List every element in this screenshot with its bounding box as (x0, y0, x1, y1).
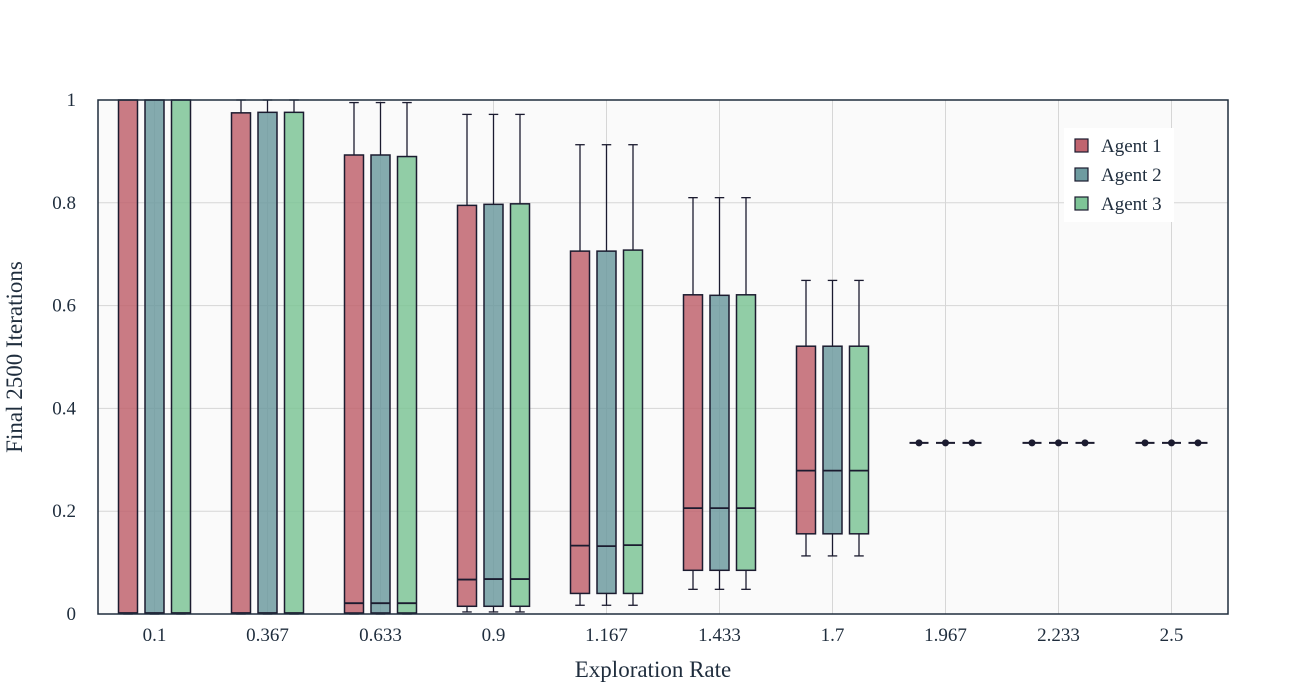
y-tick-label: 0.8 (52, 193, 76, 214)
box-agent-3 (283, 99, 305, 615)
box-agent-3 (396, 101, 418, 615)
box-agent-1 (569, 144, 591, 606)
box-agent-2 (596, 144, 617, 606)
box-agent-2 (1049, 439, 1068, 447)
box-body (257, 111, 278, 615)
box-body (848, 345, 870, 535)
box-agent-3 (1075, 439, 1095, 447)
box-agent-1 (117, 99, 139, 615)
box-agent-2 (709, 197, 730, 590)
x-tick-label: 0.1 (143, 625, 167, 646)
box-agent-1 (909, 439, 929, 447)
box-agent-1 (343, 101, 365, 615)
x-tick-label: 2.233 (1037, 625, 1080, 646)
box-body (456, 204, 478, 608)
x-tick-label: 1.433 (698, 625, 741, 646)
box-agent-2 (483, 113, 504, 613)
box-agent-3 (848, 279, 870, 557)
x-tick-label: 2.5 (1160, 625, 1184, 646)
box-body (117, 99, 139, 615)
box-agent-2 (936, 439, 955, 447)
box-agent-2 (822, 279, 843, 557)
box-body (569, 250, 591, 595)
legend-swatch (1074, 138, 1089, 153)
box-agent-2 (370, 101, 391, 615)
legend-label: Agent 2 (1101, 165, 1162, 186)
box-body (596, 250, 617, 595)
legend-label: Agent 3 (1101, 194, 1162, 215)
box-agent-1 (682, 197, 704, 590)
y-tick-label: 0.2 (52, 501, 76, 522)
x-tick-label: 0.9 (482, 625, 506, 646)
box-point (1194, 439, 1202, 447)
box-series (117, 99, 1208, 615)
box-point (1028, 439, 1036, 447)
box-agent-3 (962, 439, 982, 447)
x-axis-title: Exploration Rate (575, 657, 732, 682)
box-point (942, 439, 949, 447)
box-body (144, 99, 165, 615)
x-tick-label: 0.367 (246, 625, 289, 646)
box-body (822, 345, 843, 535)
box-agent-2 (1162, 439, 1181, 447)
y-tick-label: 1 (67, 90, 77, 111)
box-body (622, 249, 644, 595)
box-point (1055, 439, 1062, 447)
x-axis-ticks: 0.1 0.367 0.633 0.9 1.167 1.433 1.7 1.967 2.233 2… (143, 625, 1184, 646)
legend: Agent 1 Agent 2 Agent 3 (1064, 128, 1174, 222)
box-body (709, 294, 730, 572)
y-tick-label: 0 (67, 604, 77, 625)
legend-swatch (1074, 167, 1089, 182)
box-body (343, 154, 365, 614)
box-agent-3 (622, 144, 644, 606)
box-agent-1 (795, 279, 817, 557)
box-body (370, 154, 391, 614)
box-point (1141, 439, 1149, 447)
x-tick-label: 1.167 (585, 625, 628, 646)
y-tick-label: 0.6 (52, 296, 76, 317)
legend-swatch (1074, 196, 1089, 211)
box-agent-3 (509, 113, 531, 613)
box-agent-1 (456, 113, 478, 613)
y-axis-ticks: 0 0.2 0.4 0.6 0.8 1 (52, 90, 76, 625)
box-body (170, 99, 192, 615)
legend-label: Agent 1 (1101, 136, 1162, 157)
box-body (483, 203, 504, 608)
box-point (1081, 439, 1089, 447)
box-agent-1 (230, 99, 252, 615)
box-agent-2 (144, 99, 165, 615)
x-tick-label: 1.7 (821, 625, 845, 646)
box-body (682, 294, 704, 572)
box-agent-1 (1135, 439, 1155, 447)
box-body (735, 294, 757, 572)
y-axis-title: Final 2500 Iterations (2, 261, 27, 453)
box-body (396, 155, 418, 614)
box-body (795, 345, 817, 535)
box-agent-3 (735, 197, 757, 590)
box-agent-3 (170, 99, 192, 615)
plot-area-frame (97, 99, 1229, 615)
box-agent-3 (1188, 439, 1208, 447)
box-body (283, 111, 305, 615)
x-tick-label: 0.633 (359, 625, 402, 646)
box-point (968, 439, 976, 447)
box-body (509, 203, 531, 608)
x-tick-label: 1.967 (924, 625, 967, 646)
box-agent-1 (1022, 439, 1042, 447)
y-tick-label: 0.4 (52, 398, 76, 419)
box-point (915, 439, 923, 447)
box-body (230, 112, 252, 615)
box-point (1168, 439, 1175, 447)
box-agent-2 (257, 99, 278, 615)
